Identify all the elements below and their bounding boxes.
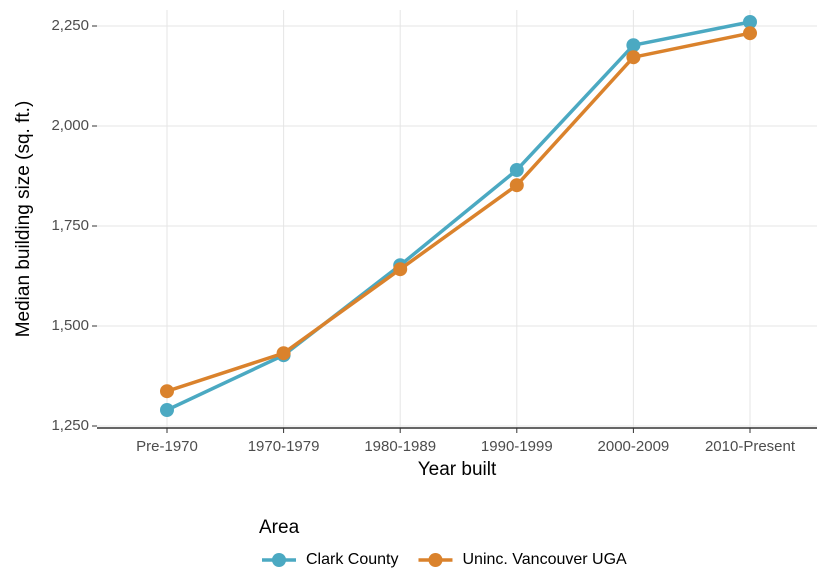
x-tick-label: 1980-1989 (364, 438, 436, 455)
y-tick-label: 1,250 (51, 417, 89, 434)
point (509, 178, 524, 193)
series-line (166, 31, 751, 393)
x-tick-label: 2000-2009 (598, 438, 670, 455)
x-tick-label: 2010-Present (705, 438, 796, 455)
x-tick-label: Pre-1970 (136, 438, 198, 455)
point (743, 15, 757, 29)
x-tick-label: 1990-1999 (481, 438, 553, 455)
y-tick-label: 2,250 (51, 17, 89, 34)
x-tick-label: 1970-1979 (248, 438, 320, 455)
point (626, 38, 641, 53)
legend-title: Area (259, 517, 300, 538)
point (626, 50, 641, 65)
point (509, 163, 524, 177)
series-line (166, 20, 751, 412)
point (160, 384, 174, 399)
y-tick-label: 1,750 (51, 217, 89, 234)
x-axis-title: Year built (418, 459, 497, 480)
y-tick-label: 1,500 (51, 317, 89, 334)
point (743, 26, 757, 41)
point (160, 403, 174, 417)
y-tick-label: 2,000 (51, 117, 89, 134)
legend-label: Uninc. Vancouver UGA (462, 551, 627, 568)
legend-label: Clark County (306, 551, 398, 568)
legend-key (428, 553, 443, 567)
point (393, 262, 408, 277)
legend-key (272, 553, 286, 567)
y-axis-title: Median building size (sq. ft.) (13, 101, 34, 338)
point (276, 346, 291, 361)
